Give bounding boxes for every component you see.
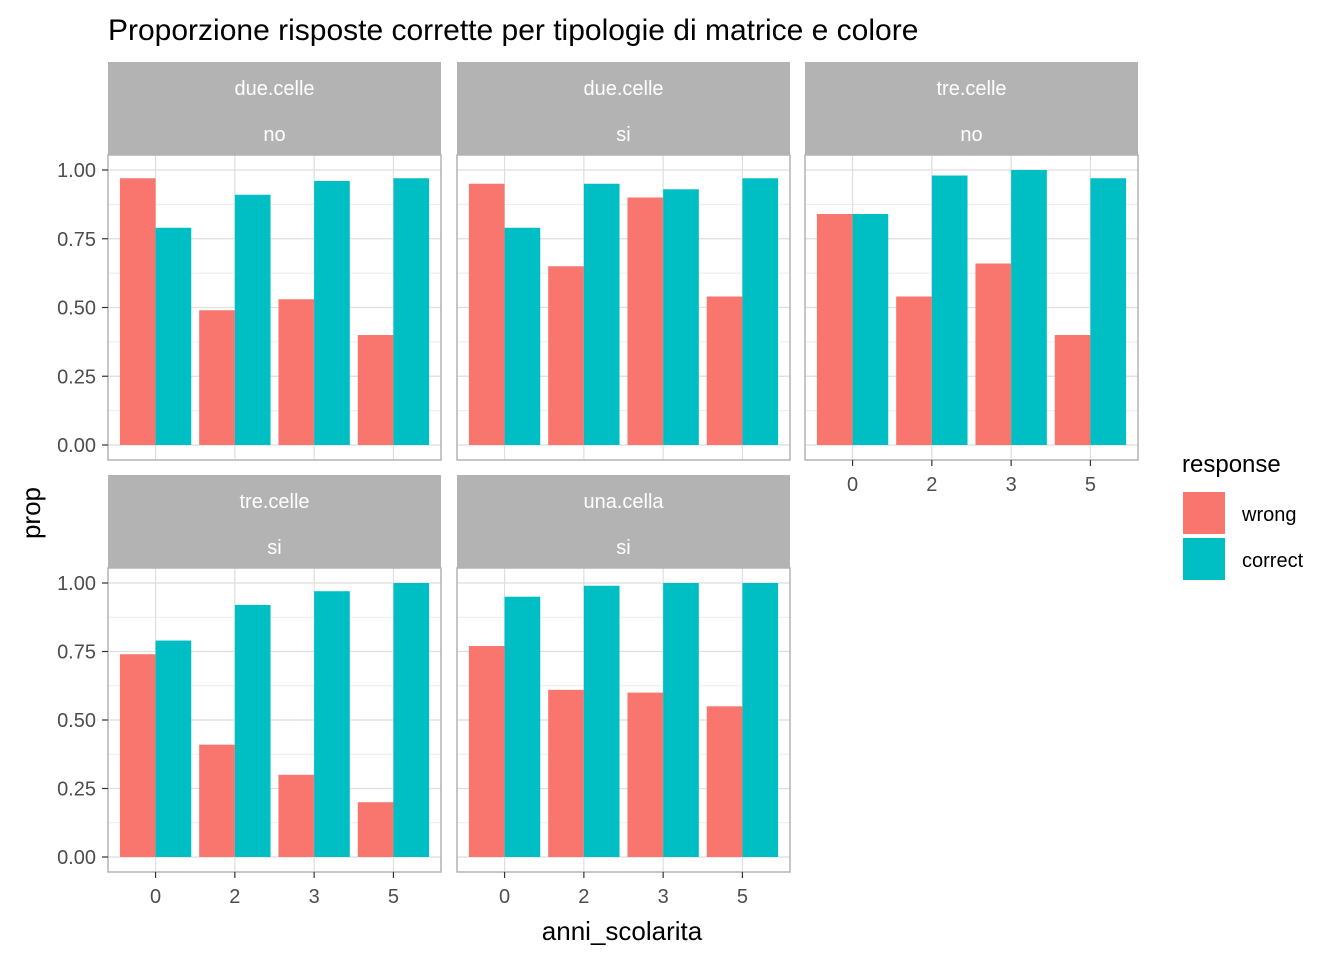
bar-correct bbox=[583, 585, 620, 857]
facet-panel: tre.celle si 0.00 0.25 0.50 0.75 1.00 0 2 3 5 bbox=[57, 475, 442, 908]
bar-wrong bbox=[706, 296, 743, 445]
facet-strip-label: si bbox=[267, 537, 281, 559]
bar-wrong bbox=[816, 214, 853, 445]
legend: response wrong correct bbox=[1182, 451, 1304, 580]
legend-label: wrong bbox=[1241, 504, 1296, 526]
x-tick-label: 0 bbox=[847, 474, 858, 496]
x-axis-label: anni_scolarita bbox=[542, 916, 703, 946]
x-tick-label: 3 bbox=[1006, 474, 1017, 496]
x-tick-label: 3 bbox=[309, 886, 320, 908]
bar-correct bbox=[393, 178, 430, 445]
bar-wrong bbox=[468, 183, 505, 445]
bar-correct bbox=[663, 583, 699, 857]
facet-strip bbox=[457, 62, 790, 155]
bar-correct bbox=[742, 178, 779, 445]
facet-strip-label: due.celle bbox=[583, 78, 663, 100]
x-tick-label: 3 bbox=[658, 886, 669, 908]
facet-panel: due.celle si bbox=[456, 62, 791, 461]
y-tick-label: 0.50 bbox=[57, 298, 96, 320]
bar-wrong bbox=[199, 310, 235, 445]
x-tick-label: 0 bbox=[150, 886, 161, 908]
y-tick-label: 1.00 bbox=[57, 160, 96, 182]
legend-swatch-correct bbox=[1183, 538, 1225, 580]
panel-border bbox=[804, 154, 1139, 461]
y-tick-label: 0.25 bbox=[57, 366, 96, 388]
y-tick-label: 0.50 bbox=[57, 710, 96, 732]
facet-strip-label: due.celle bbox=[234, 78, 314, 100]
y-tick-label: 0.00 bbox=[57, 435, 96, 457]
bar-correct bbox=[1090, 178, 1127, 445]
x-tick-label: 5 bbox=[737, 886, 748, 908]
bar-wrong bbox=[357, 802, 394, 857]
bar-correct bbox=[393, 583, 430, 857]
bar-correct bbox=[852, 214, 889, 445]
facet-strip bbox=[108, 475, 441, 568]
x-tick-label: 2 bbox=[926, 474, 937, 496]
bar-wrong bbox=[278, 299, 315, 445]
facet-strip-label: si bbox=[616, 124, 630, 146]
panel-border bbox=[456, 567, 791, 873]
bar-correct bbox=[234, 194, 271, 445]
bar-wrong bbox=[975, 263, 1012, 445]
x-tick-label: 5 bbox=[1085, 474, 1096, 496]
facet-strip-label: tre.celle bbox=[239, 491, 309, 513]
bar-correct bbox=[742, 583, 779, 857]
bar-wrong bbox=[548, 266, 584, 445]
bar-wrong bbox=[1054, 335, 1091, 445]
bar-correct bbox=[583, 183, 620, 445]
y-tick-label: 0.25 bbox=[57, 779, 96, 801]
bar-wrong bbox=[627, 197, 664, 445]
legend-title: response bbox=[1182, 451, 1281, 478]
legend-swatch-wrong bbox=[1183, 492, 1225, 534]
bar-wrong bbox=[468, 646, 505, 857]
bar-wrong bbox=[706, 706, 743, 857]
facet-strip bbox=[108, 62, 441, 155]
panel-border bbox=[456, 154, 791, 461]
x-tick-label: 2 bbox=[578, 886, 589, 908]
bar-wrong bbox=[199, 744, 235, 857]
x-tick-label: 5 bbox=[388, 886, 399, 908]
facet-strip-label: una.cella bbox=[583, 491, 664, 513]
bar-correct bbox=[931, 175, 968, 445]
bar-correct bbox=[504, 227, 541, 445]
chart-title: Proporzione risposte corrette per tipolo… bbox=[108, 14, 918, 47]
bar-correct bbox=[155, 227, 192, 445]
facet-panel: tre.celle no 0 2 3 5 bbox=[804, 62, 1139, 496]
bar-wrong bbox=[357, 335, 394, 445]
y-tick-label: 1.00 bbox=[57, 573, 96, 595]
bar-correct bbox=[1011, 170, 1047, 445]
facet-panel: due.celle no 0.00 0.25 0.50 0.75 1.00 bbox=[57, 62, 442, 461]
facet-strip-label: no bbox=[960, 124, 982, 146]
bar-wrong bbox=[119, 178, 156, 445]
bar-correct bbox=[314, 181, 350, 445]
facet-strip bbox=[805, 62, 1138, 155]
y-tick-label: 0.75 bbox=[57, 642, 96, 664]
bar-correct bbox=[155, 640, 192, 857]
facet-panel: una.cella si 0 2 3 5 bbox=[456, 475, 791, 908]
bar-wrong bbox=[548, 689, 584, 857]
bar-wrong bbox=[119, 654, 156, 857]
facet-strip-label: si bbox=[616, 537, 630, 559]
legend-label: correct bbox=[1242, 550, 1304, 572]
facet-panels: due.celleno0.000.250.500.751.00due.celle… bbox=[57, 62, 1139, 908]
bar-correct bbox=[234, 604, 271, 857]
bar-correct bbox=[504, 596, 541, 857]
y-tick-label: 0.00 bbox=[57, 847, 96, 869]
facet-strip bbox=[457, 475, 790, 568]
y-axis-label: prop bbox=[16, 487, 46, 539]
bar-correct bbox=[314, 591, 350, 857]
x-tick-label: 0 bbox=[499, 886, 510, 908]
facet-strip-label: no bbox=[263, 124, 285, 146]
facet-strip-label: tre.celle bbox=[936, 78, 1006, 100]
x-tick-label: 2 bbox=[229, 886, 240, 908]
bar-correct bbox=[663, 189, 699, 445]
bar-wrong bbox=[278, 774, 315, 857]
bar-wrong bbox=[627, 692, 664, 857]
y-tick-label: 0.75 bbox=[57, 229, 96, 251]
bar-wrong bbox=[896, 296, 932, 445]
